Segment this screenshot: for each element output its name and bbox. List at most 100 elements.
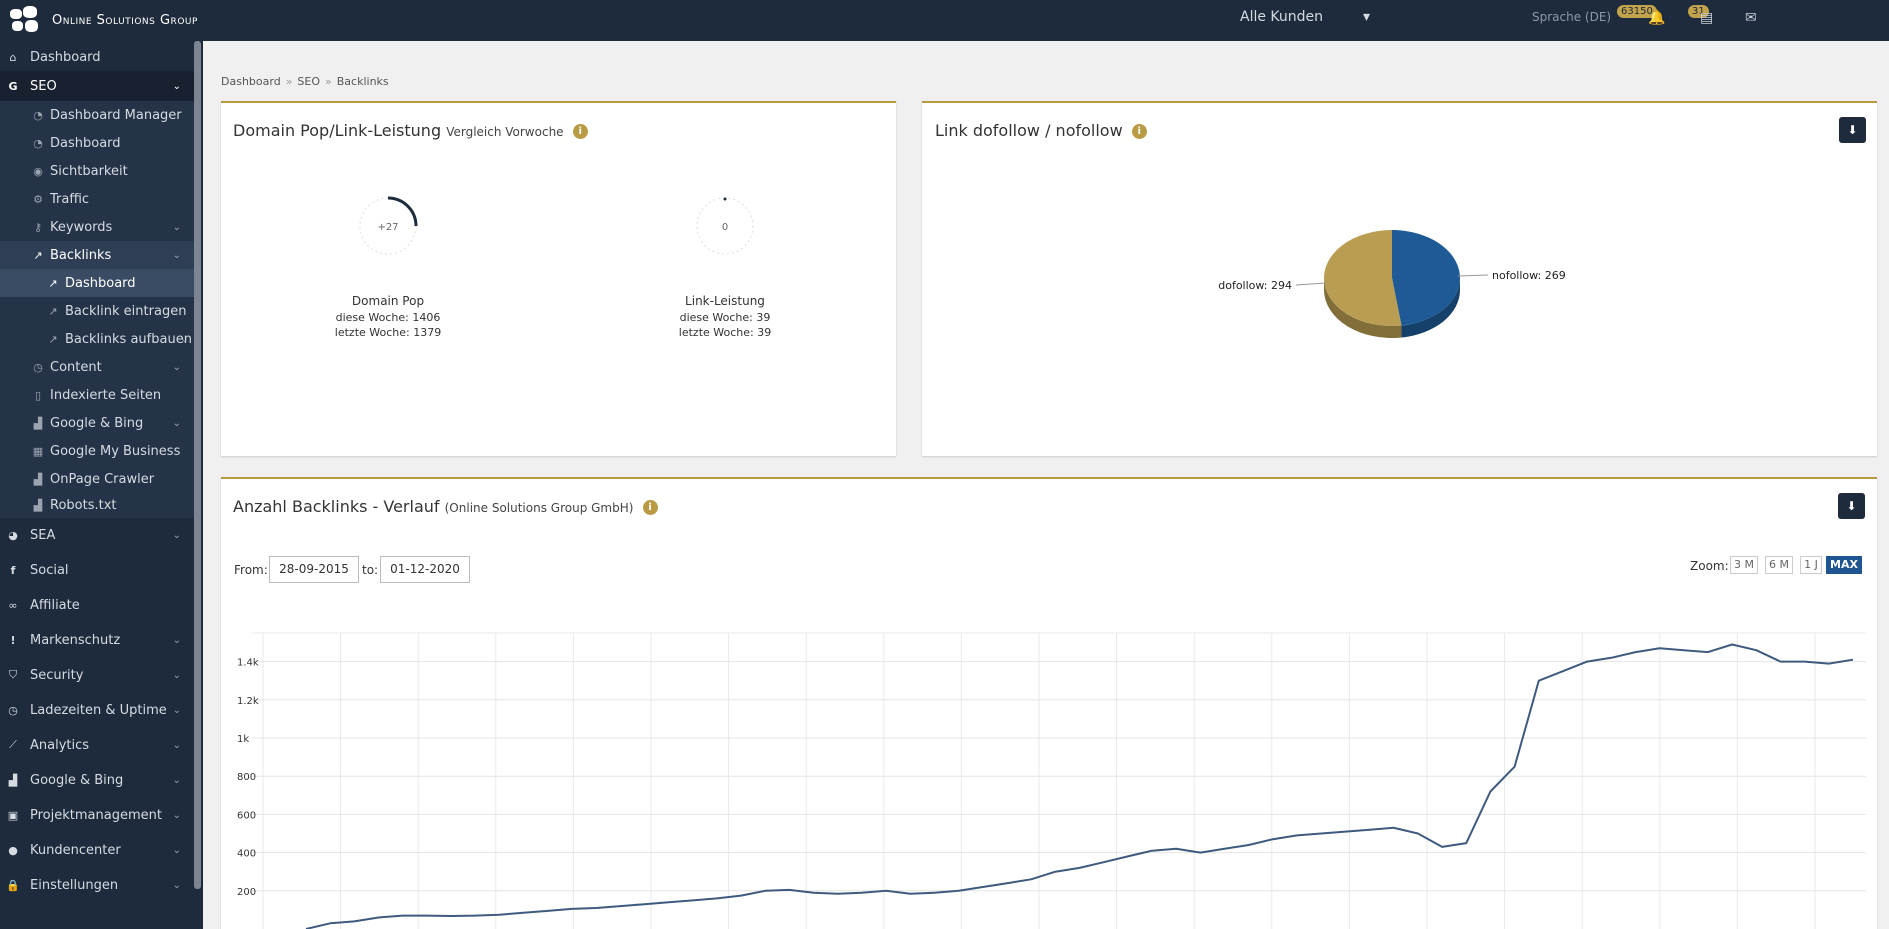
- exclamation-icon: !: [10, 633, 16, 647]
- sidebar-item-projektmanagement[interactable]: ▣ Projektmanagement ⌄: [0, 801, 195, 829]
- sidebar-item-markenschutz[interactable]: ! Markenschutz ⌄: [0, 626, 195, 654]
- line-chart-icon: ⟋: [9, 738, 17, 751]
- zoom-3m-button[interactable]: 3 M: [1730, 556, 1758, 574]
- sidebar-item-label: Traffic: [50, 191, 90, 207]
- sidebar-item-keywords[interactable]: ⚷ Keywords ⌄: [0, 213, 195, 241]
- sidebar-item-seo[interactable]: G SEO ⌄: [0, 71, 195, 101]
- tasks-icon[interactable]: ▤: [1700, 10, 1714, 26]
- from-date-input[interactable]: 28-09-2015: [269, 556, 359, 583]
- sidebar-item-label: Markenschutz: [30, 632, 121, 648]
- envelope-icon[interactable]: ✉: [1745, 10, 1757, 26]
- sidebar-item-label: SEA: [30, 527, 56, 543]
- caret-down-icon: ▾: [1362, 9, 1370, 25]
- domain-pop-card: Domain Pop/Link-Leistung Vergleich Vorwo…: [221, 101, 896, 456]
- external-link-icon: ↗: [33, 248, 43, 262]
- building-icon: ▦: [32, 444, 44, 458]
- breadcrumb-separator: »: [285, 75, 293, 88]
- pie-connector-nofollow: [1457, 274, 1489, 277]
- y-tick-label: 1.4k: [237, 658, 259, 669]
- sidebar-item-robots-txt[interactable]: ▟ Robots.txt: [0, 493, 195, 518]
- link-leistung-this-week: diese Woche: 39: [679, 311, 771, 324]
- download-icon[interactable]: ⬇: [1839, 117, 1866, 143]
- sidebar-item-google-bing[interactable]: ▟ Google & Bing ⌄: [0, 766, 195, 794]
- sidebar-item-label: Dashboard: [30, 49, 101, 65]
- logo[interactable]: Online Solutions Group: [8, 5, 248, 35]
- customer-select[interactable]: Alle Kunden ▾: [1240, 9, 1370, 25]
- sidebar-item-dashboard[interactable]: ⌂ Dashboard: [0, 43, 195, 71]
- breadcrumb-seo[interactable]: SEO: [297, 75, 321, 88]
- sidebar-item-seo-dashboard[interactable]: ◔ Dashboard: [0, 129, 195, 157]
- sidebar-item-backlink-eintragen[interactable]: ↗ Backlink eintragen: [0, 297, 195, 325]
- sidebar-item-onpage-crawler[interactable]: ▟ OnPage Crawler: [0, 465, 195, 493]
- sidebar-item-label: Backlinks aufbauen: [65, 331, 192, 347]
- sidebar-item-google-bing-seo[interactable]: ▟ Google & Bing ⌄: [0, 409, 195, 437]
- backlinks-series-line[interactable]: [305, 643, 1854, 929]
- bell-icon[interactable]: 🔔: [1648, 10, 1666, 26]
- zoom-max-button[interactable]: MAX: [1826, 556, 1862, 574]
- sidebar-item-label: OnPage Crawler: [50, 471, 155, 487]
- sidebar-item-affiliate[interactable]: ∞ Affiliate: [0, 591, 195, 619]
- sidebar-item-analytics[interactable]: ⟋ Analytics ⌄: [0, 731, 195, 759]
- link-leistung-label: Link-Leistung diese Woche: 39 letzte Woc…: [625, 294, 825, 339]
- sidebar-item-label: Dashboard: [50, 135, 121, 151]
- link-leistung-gauge-value: 0: [722, 222, 728, 233]
- sidebar-item-sichtbarkeit[interactable]: ◉ Sichtbarkeit: [0, 157, 195, 185]
- domain-pop-title: Domain Pop/Link-Leistung Vergleich Vorwo…: [233, 121, 588, 140]
- sidebar-item-sea[interactable]: ◕ SEA ⌄: [0, 521, 195, 549]
- home-icon: ⌂: [9, 50, 17, 64]
- sidebar-item-label: Backlink eintragen: [65, 303, 187, 319]
- language-select[interactable]: Sprache (DE): [1532, 10, 1612, 24]
- info-icon[interactable]: i: [642, 500, 658, 515]
- breadcrumb-dashboard[interactable]: Dashboard: [221, 75, 281, 88]
- sidebar-item-social[interactable]: f Social: [0, 556, 195, 584]
- sidebar-item-backlinks[interactable]: ↗ Backlinks ⌄: [0, 241, 195, 269]
- download-icon[interactable]: ⬇: [1838, 493, 1865, 519]
- to-date-input[interactable]: 01-12-2020: [380, 556, 470, 583]
- pie-label-dofollow: dofollow: 294: [1218, 279, 1292, 292]
- zoom-6m-button[interactable]: 6 M: [1765, 556, 1793, 574]
- sidebar-item-label: SEO: [30, 78, 57, 94]
- sidebar-item-label: Google & Bing: [30, 772, 124, 788]
- gears-icon: ⚙: [33, 192, 43, 206]
- sidebar-item-backlinks-aufbauen[interactable]: ↗ Backlinks aufbauen ⌄: [0, 325, 195, 353]
- info-icon[interactable]: i: [1131, 124, 1147, 139]
- sidebar-item-content[interactable]: ◷ Content ⌄: [0, 353, 195, 381]
- pie-slice-dofollow[interactable]: [1324, 230, 1402, 326]
- chevron-down-icon: ⌄: [172, 809, 181, 821]
- sidebar-item-indexierte-seiten[interactable]: ▯ Indexierte Seiten: [0, 381, 195, 409]
- link-leistung-last-week: letzte Woche: 39: [678, 326, 772, 339]
- pie-slice-nofollow[interactable]: [1392, 230, 1461, 326]
- sidebar-item-label: Dashboard: [65, 275, 136, 291]
- chevron-down-icon: ⌄: [172, 529, 181, 541]
- sidebar-item-kundencenter[interactable]: ● Kundencenter ⌄: [0, 836, 195, 864]
- chevron-down-icon: ⌄: [172, 634, 181, 646]
- sidebar-item-ladezeiten-uptime[interactable]: ◷ Ladezeiten & Uptime ⌄: [0, 696, 195, 724]
- chevron-down-icon: ⌄: [172, 221, 181, 233]
- chevron-down-icon: ⌄: [172, 361, 181, 373]
- domain-pop-subtitle: Vergleich Vorwoche: [446, 125, 564, 139]
- facebook-icon: f: [10, 563, 16, 577]
- y-tick-label: 400: [237, 849, 256, 860]
- sidebar-item-security[interactable]: ⛉ Security ⌄: [0, 661, 195, 689]
- dashboard-icon: ◔: [33, 136, 43, 150]
- y-tick-label: 1.2k: [237, 696, 259, 707]
- sidebar-item-google-my-business[interactable]: ▦ Google My Business: [0, 437, 195, 465]
- chevron-down-icon: ⌄: [180, 333, 189, 345]
- sidebar-scrollbar[interactable]: [194, 41, 201, 889]
- pie-wall-dofollow: [1324, 278, 1402, 338]
- sidebar-item-backlinks-dashboard[interactable]: ↗ Dashboard: [0, 269, 195, 297]
- y-tick-label: 1k: [237, 734, 249, 745]
- sidebar-item-label: Projektmanagement: [30, 807, 162, 823]
- sidebar-item-label: Einstellungen: [30, 877, 119, 893]
- sidebar-item-einstellungen[interactable]: 🔒 Einstellungen ⌄: [0, 871, 195, 899]
- clock-icon: ◷: [33, 360, 43, 374]
- sidebar-item-label: Dashboard Manager: [50, 107, 182, 123]
- zoom-1j-button[interactable]: 1 J: [1800, 556, 1822, 574]
- sidebar-item-traffic[interactable]: ⚙ Traffic: [0, 185, 195, 213]
- info-icon[interactable]: i: [572, 124, 588, 139]
- dofollow-card: Link dofollow / nofollow i ⬇ nofollow: 2…: [922, 101, 1877, 456]
- sidebar-item-label: Sichtbarkeit: [50, 163, 128, 179]
- sidebar-item-dashboard-manager[interactable]: ◔ Dashboard Manager: [0, 101, 195, 129]
- chevron-down-icon: ⌄: [172, 80, 181, 92]
- handshake-icon: ∞: [8, 598, 18, 612]
